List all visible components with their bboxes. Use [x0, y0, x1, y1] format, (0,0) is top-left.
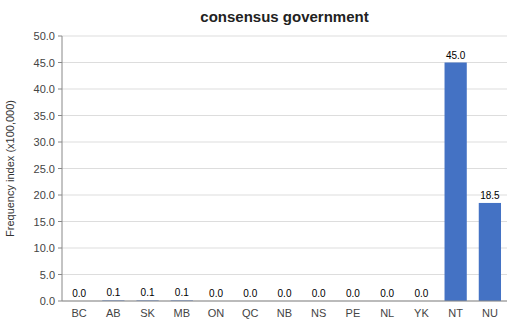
data-label: 0.0 [380, 288, 394, 299]
y-axis: 0.0 5.0 10.0 15.0 20.0 25.0 30.0 35.0 40.0 45.0 50… [34, 30, 62, 307]
data-label: 0.0 [209, 288, 223, 299]
x-tick-label: NU [482, 307, 498, 319]
data-label: 0.0 [278, 288, 292, 299]
bars [102, 63, 501, 302]
data-label: 18.5 [480, 190, 500, 201]
grid-line [62, 62, 507, 63]
grid-line [62, 89, 507, 90]
x-tick-label: QC [242, 307, 259, 319]
y-tick [58, 301, 62, 302]
data-label: 0.0 [243, 288, 257, 299]
y-tick [58, 195, 62, 196]
y-tick-label: 5.0 [40, 269, 55, 281]
y-tick-label: 30.0 [34, 136, 55, 148]
y-tick [58, 36, 62, 37]
y-tick [58, 274, 62, 275]
y-tick-label: 15.0 [34, 216, 55, 228]
data-label: 0.0 [346, 288, 360, 299]
y-tick-label: 25.0 [34, 163, 55, 175]
data-label: 0.1 [175, 287, 189, 298]
data-label: 0.1 [106, 287, 120, 298]
y-axis-label: Frequency index (x100,000) [4, 100, 16, 237]
data-label: 0.0 [72, 288, 86, 299]
data-label: 0.0 [414, 288, 428, 299]
y-tick [58, 142, 62, 143]
grid-line [62, 36, 507, 37]
y-tick [58, 221, 62, 222]
y-tick-label: 45.0 [34, 57, 55, 69]
data-label: 0.0 [312, 288, 326, 299]
y-tick-label: 50.0 [34, 30, 55, 42]
grid-line [62, 301, 507, 302]
y-tick [58, 115, 62, 116]
x-tick-label: NS [311, 307, 326, 319]
grid-line [62, 115, 507, 116]
y-axis-line [62, 36, 63, 301]
grid-line [62, 142, 507, 143]
bar [445, 63, 467, 302]
y-tick-label: 40.0 [34, 83, 55, 95]
bar [479, 203, 501, 301]
grid-line [62, 221, 507, 222]
y-tick [58, 248, 62, 249]
grid-line [62, 274, 507, 275]
grid-line [62, 195, 507, 196]
x-tick-label: MB [174, 307, 191, 319]
x-tick-label: NB [277, 307, 292, 319]
x-axis: BC AB SK MB ON QC NB NS PE NL YK NT NU [71, 307, 497, 319]
y-tick [58, 89, 62, 90]
x-tick-label: NL [380, 307, 394, 319]
x-tick-label: BC [71, 307, 86, 319]
x-axis-line [62, 301, 507, 302]
x-tick-label: AB [106, 307, 121, 319]
y-tick [58, 168, 62, 169]
grid [62, 36, 507, 301]
y-tick [58, 62, 62, 63]
y-tick-label: 0.0 [40, 295, 55, 307]
x-tick-label: ON [208, 307, 225, 319]
grid-line [62, 168, 507, 169]
data-label: 0.1 [141, 287, 155, 298]
title: consensus government [200, 8, 368, 25]
y-tick-label: 10.0 [34, 242, 55, 254]
x-tick-label: YK [414, 307, 429, 319]
x-tick-label: SK [140, 307, 155, 319]
grid-line [62, 248, 507, 249]
data-label: 45.0 [446, 50, 466, 61]
y-tick-label: 20.0 [34, 189, 55, 201]
chart: consensus government 0.0 5.0 10.0 15.0 20.0 25… [0, 0, 521, 335]
data-labels: 0.0 0.1 0.1 0.1 0.0 0.0 0.0 0.0 0.0 0.0 0.0 45.0 18.… [72, 50, 500, 300]
x-tick-label: PE [346, 307, 361, 319]
y-tick-label: 35.0 [34, 110, 55, 122]
x-tick-label: NT [448, 307, 463, 319]
